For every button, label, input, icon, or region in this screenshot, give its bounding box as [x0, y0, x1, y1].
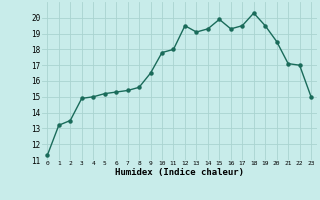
X-axis label: Humidex (Indice chaleur): Humidex (Indice chaleur) — [115, 168, 244, 177]
